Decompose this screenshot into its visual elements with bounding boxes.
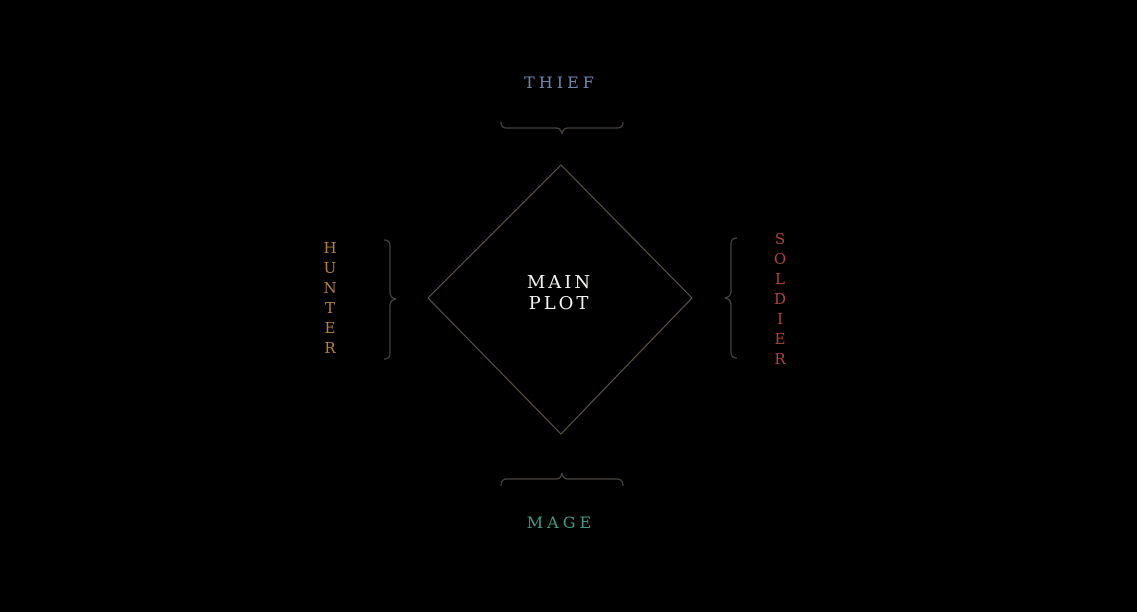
letter: E bbox=[774, 330, 786, 348]
letter: E bbox=[324, 319, 336, 337]
letter: N bbox=[323, 279, 337, 297]
letter: U bbox=[323, 259, 337, 277]
letter: R bbox=[774, 350, 786, 368]
letter: T bbox=[324, 299, 335, 317]
letter: O bbox=[773, 250, 787, 268]
mage-brace bbox=[500, 472, 624, 487]
main-plot-line-1: MAIN bbox=[526, 272, 594, 293]
main-plot-title: MAIN PLOT bbox=[527, 272, 593, 314]
letter: I bbox=[777, 310, 783, 328]
letter: L bbox=[775, 270, 785, 288]
letter: R bbox=[324, 339, 336, 357]
soldier-brace bbox=[724, 237, 738, 359]
main-plot-line-2: PLOT bbox=[528, 293, 592, 314]
thief-brace bbox=[500, 121, 624, 135]
thief-label: THIEF bbox=[524, 73, 598, 92]
main-plot-diamond bbox=[427, 164, 693, 435]
hunter-brace bbox=[383, 239, 397, 360]
letter: S bbox=[774, 230, 786, 248]
letter: H bbox=[323, 239, 337, 257]
mage-label: MAGE bbox=[526, 513, 596, 532]
letter: D bbox=[773, 290, 787, 308]
